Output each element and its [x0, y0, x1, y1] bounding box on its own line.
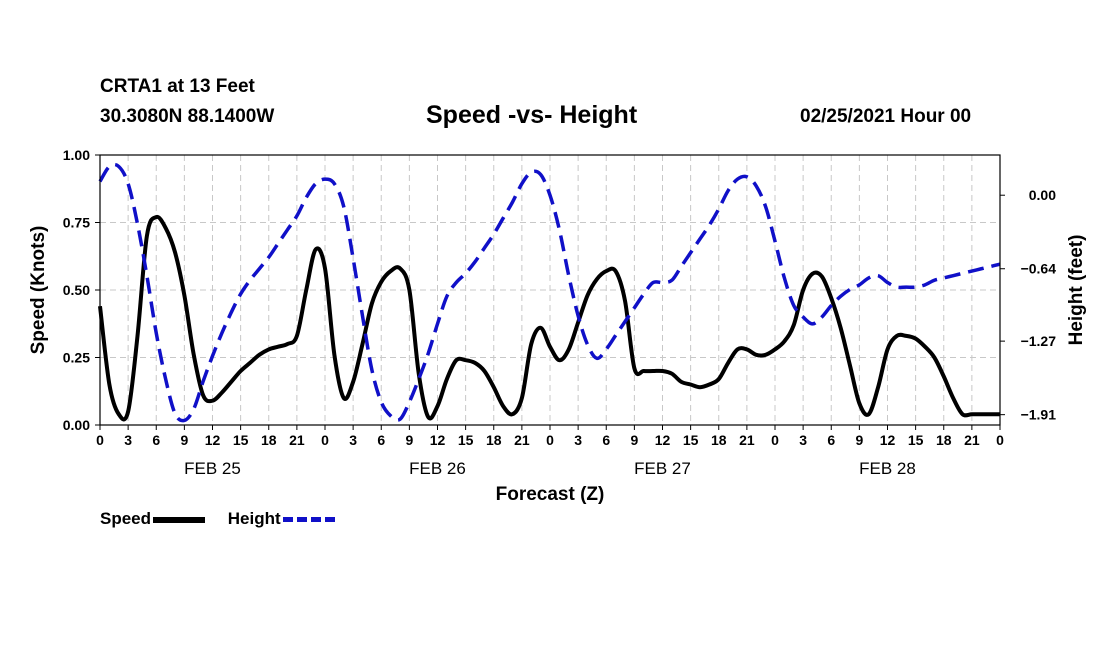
legend-swatch-height: [282, 517, 335, 523]
forecast-datetime: 02/25/2021 Hour 00: [800, 106, 972, 127]
x-tick-label: 12: [655, 432, 671, 448]
x-tick-label: 21: [739, 432, 755, 448]
x-tick-label: 6: [152, 432, 160, 448]
x-tick-label: 18: [936, 432, 952, 448]
y-tick-label: 0.75: [63, 215, 90, 231]
x-tick-label: 18: [486, 432, 502, 448]
chart-title: Speed -vs- Height: [426, 101, 638, 129]
x-tick-label: 0: [546, 432, 554, 448]
x-tick-label: 3: [574, 432, 582, 448]
x-tick-label: 12: [205, 432, 221, 448]
x-tick-label: 9: [855, 432, 863, 448]
series-group: [98, 162, 1001, 423]
x-tick-label: 12: [430, 432, 446, 448]
y2-tick-label: −1.91: [1021, 407, 1057, 423]
x-tick-label: 6: [377, 432, 385, 448]
chart-legend: Speed Height: [100, 509, 353, 529]
x-axis: 0 3 6 9 12 15 18 21 0 3 6 9 12 15 18 21 0 3 6 9 12 15 18 21 0 3 6 9…: [96, 425, 1004, 478]
y-tick-label: 0.50: [63, 282, 90, 298]
x-tick-label: 21: [964, 432, 980, 448]
series-line-speed: [98, 214, 1000, 422]
x-tick-label: 15: [908, 432, 924, 448]
x-tick-label: 18: [261, 432, 277, 448]
x-tick-label: 9: [180, 432, 188, 448]
y2-tick-label: −0.64: [1021, 261, 1057, 277]
legend-label-speed: Speed: [100, 509, 152, 528]
y2-tick-label: 0.00: [1029, 187, 1056, 203]
x-date-label: FEB 25: [184, 459, 241, 478]
x-axis-label: Forecast (Z): [496, 484, 605, 505]
x-tick-label: 21: [289, 432, 305, 448]
station-label: CRTA1 at 13 Feet: [100, 76, 255, 97]
x-tick-label: 0: [96, 432, 104, 448]
y2-axis-label: Height (feet): [1066, 235, 1087, 346]
x-tick-label: 0: [996, 432, 1004, 448]
legend-swatch-speed: [153, 516, 206, 523]
y-tick-label: 0.25: [63, 350, 90, 366]
y-axis-left: 0.00 0.25 0.50 0.75 1.00: [63, 147, 100, 433]
x-tick-label: 6: [827, 432, 835, 448]
y-axis-right: 0.00 −0.64 −1.27 −1.91: [1000, 187, 1057, 423]
x-date-label: FEB 26: [409, 459, 466, 478]
series-line-height: [98, 162, 1001, 423]
legend-label-height: Height: [227, 509, 281, 528]
y2-tick-label: −1.27: [1021, 333, 1057, 349]
x-tick-label: 6: [602, 432, 610, 448]
x-tick-label: 3: [799, 432, 807, 448]
y-axis-label: Speed (Knots): [28, 226, 49, 355]
x-tick-label: 15: [233, 432, 249, 448]
legend-item-height: Height: [228, 509, 335, 529]
x-tick-label: 12: [880, 432, 896, 448]
x-tick-label: 3: [349, 432, 357, 448]
station-coordinates: 30.3080N 88.1400W: [100, 106, 275, 127]
x-tick-label: 18: [711, 432, 727, 448]
x-tick-label: 0: [321, 432, 329, 448]
x-tick-label: 9: [630, 432, 638, 448]
x-tick-label: 0: [771, 432, 779, 448]
x-tick-label: 15: [458, 432, 474, 448]
legend-item-speed: Speed: [100, 509, 206, 529]
y-tick-label: 0.00: [63, 417, 90, 433]
x-tick-label: 3: [124, 432, 132, 448]
x-date-label: FEB 27: [634, 459, 691, 478]
x-tick-label: 9: [405, 432, 413, 448]
x-tick-label: 21: [514, 432, 530, 448]
y-tick-label: 1.00: [63, 147, 90, 163]
x-tick-label: 15: [683, 432, 699, 448]
x-date-label: FEB 28: [859, 459, 916, 478]
